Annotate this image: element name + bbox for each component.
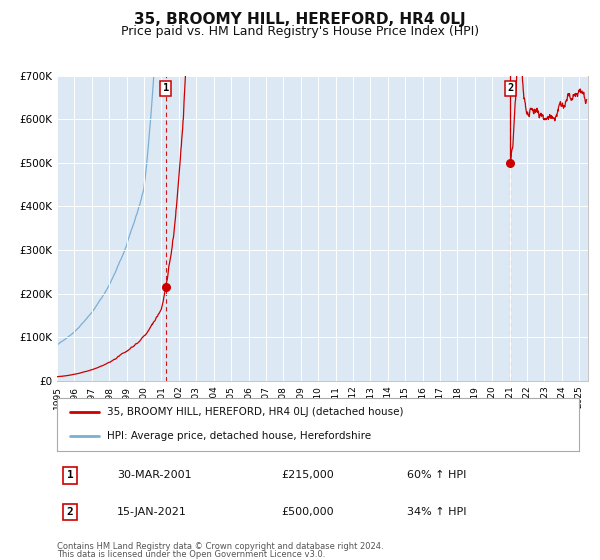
Text: 1: 1 bbox=[67, 470, 73, 480]
Text: 2: 2 bbox=[67, 507, 73, 517]
Text: Contains HM Land Registry data © Crown copyright and database right 2024.: Contains HM Land Registry data © Crown c… bbox=[57, 542, 383, 550]
Text: 2: 2 bbox=[507, 83, 514, 93]
Text: 34% ↑ HPI: 34% ↑ HPI bbox=[407, 507, 466, 517]
Text: HPI: Average price, detached house, Herefordshire: HPI: Average price, detached house, Here… bbox=[107, 431, 371, 441]
Text: 15-JAN-2021: 15-JAN-2021 bbox=[117, 507, 187, 517]
Text: 35, BROOMY HILL, HEREFORD, HR4 0LJ: 35, BROOMY HILL, HEREFORD, HR4 0LJ bbox=[134, 12, 466, 27]
Text: £215,000: £215,000 bbox=[281, 470, 334, 480]
Text: This data is licensed under the Open Government Licence v3.0.: This data is licensed under the Open Gov… bbox=[57, 550, 325, 559]
Text: 1: 1 bbox=[163, 83, 169, 93]
Text: 60% ↑ HPI: 60% ↑ HPI bbox=[407, 470, 466, 480]
Text: Price paid vs. HM Land Registry's House Price Index (HPI): Price paid vs. HM Land Registry's House … bbox=[121, 25, 479, 38]
Text: 35, BROOMY HILL, HEREFORD, HR4 0LJ (detached house): 35, BROOMY HILL, HEREFORD, HR4 0LJ (deta… bbox=[107, 407, 403, 417]
Text: £500,000: £500,000 bbox=[281, 507, 334, 517]
Text: 30-MAR-2001: 30-MAR-2001 bbox=[117, 470, 191, 480]
